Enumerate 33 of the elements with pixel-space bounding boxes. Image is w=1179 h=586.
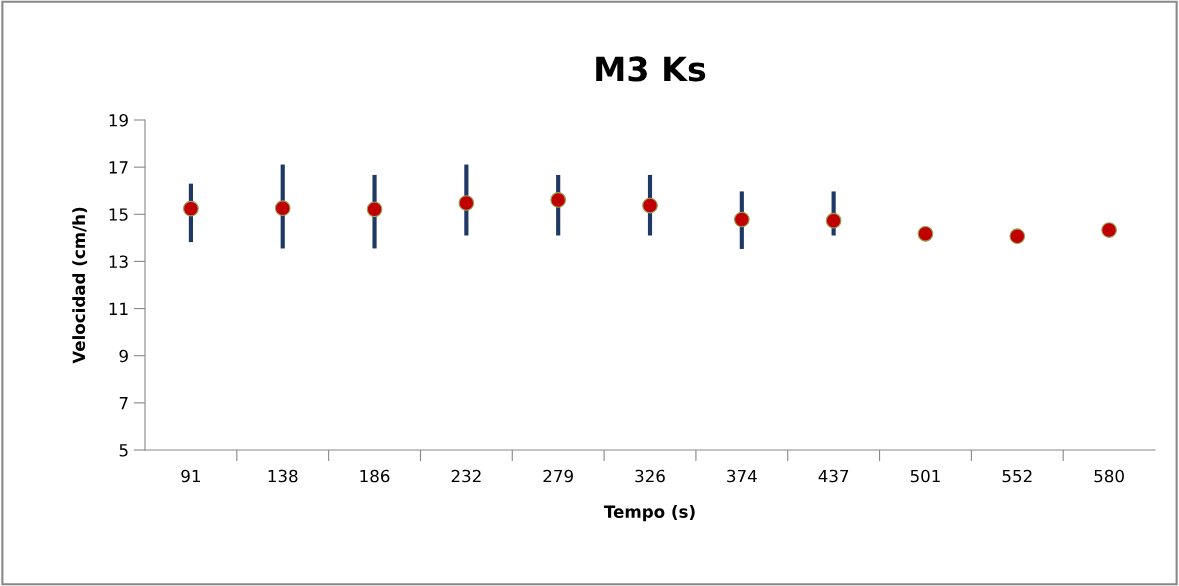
x-tick-label: 437 (818, 469, 849, 483)
point (458, 195, 475, 211)
point (1101, 222, 1117, 238)
y-tick-label: 13 (109, 255, 128, 268)
x-axis-title: Tempo (s) (604, 505, 695, 522)
x-tick-label: 138 (268, 469, 298, 483)
x-tick-label: 552 (1002, 469, 1032, 483)
point (733, 211, 750, 228)
point (274, 200, 291, 216)
x-tick-label: 279 (543, 469, 573, 483)
x-tick-label: 232 (451, 469, 481, 483)
x-tick-label: 374 (727, 469, 757, 483)
y-tick-label: 11 (109, 302, 128, 315)
point (1009, 228, 1026, 245)
y-tick-label: 5 (119, 444, 128, 457)
x-tick-label: 501 (910, 469, 940, 483)
y-axis-title: Velocidad (cm/h) (72, 207, 88, 364)
point (366, 201, 383, 218)
chart-title: M3 Ks (596, 56, 706, 82)
x-tick-label: 580 (1094, 469, 1124, 483)
y-tick-label: 19 (109, 113, 128, 127)
x-tick-label: 91 (181, 469, 200, 483)
point (642, 197, 658, 214)
point (917, 226, 934, 242)
y-tick-label: 17 (109, 161, 128, 174)
x-tick-label: 326 (635, 469, 665, 483)
y-tick-label: 7 (119, 397, 128, 410)
point (825, 212, 842, 229)
point (183, 200, 199, 217)
x-tick-label: 186 (360, 469, 390, 483)
y-tick-label: 9 (119, 349, 128, 363)
point (550, 192, 567, 208)
y-tick-label: 15 (109, 208, 128, 221)
